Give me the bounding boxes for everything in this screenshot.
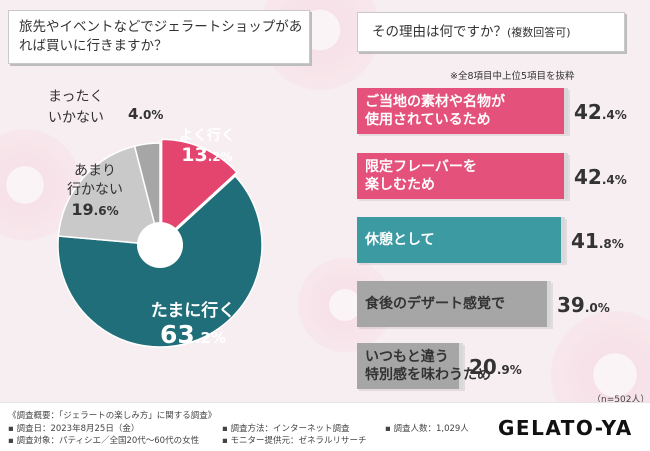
bar-value-int: 39 xyxy=(557,293,585,317)
bar-value-unit: % xyxy=(611,237,624,251)
pie-label-value: 63 xyxy=(160,320,195,349)
pie-label-unit: % xyxy=(106,204,119,218)
bar-value-decimal: .8 xyxy=(598,237,612,251)
pie-label-value: 4 xyxy=(128,105,139,123)
bar-value-int: 42 xyxy=(574,100,602,124)
pie-slice-amari xyxy=(57,145,161,246)
pie-label-decimal: .6 xyxy=(93,204,107,218)
survey-date: ▪ 調査日：2023年8月25日（金） xyxy=(8,424,140,434)
bar-label-line: 食後のデザート感覚で xyxy=(365,296,505,312)
bar-value-int: 42 xyxy=(574,165,602,189)
pie-label-name-2: いかない xyxy=(48,110,104,126)
bar-value-unit: % xyxy=(509,363,522,377)
pie-label-decimal: .2 xyxy=(194,329,211,347)
bar-label-line: 休憩として xyxy=(365,232,435,248)
bar-note: ※全8項目中上位5項目を抜粋 xyxy=(450,71,575,82)
bar-question-sub: (複数回答可) xyxy=(507,26,571,39)
bar-value: 41.8% xyxy=(571,229,624,253)
pie-slice-yoku xyxy=(160,138,238,244)
survey-title: 《調査概要：「ジェラートの楽しみ方」に関する調査》 xyxy=(8,411,217,421)
bar-value: 42.4% xyxy=(574,165,627,189)
bar-value-unit: % xyxy=(614,108,627,122)
bar-label-line: 限定フレーバーを xyxy=(365,159,477,175)
survey-target: ▪ 調査対象：パティシエ／全国20代～60代の女性 xyxy=(8,436,200,446)
bar-4: 食後のデザート感覚で xyxy=(357,281,551,327)
bar-value-decimal: .0 xyxy=(584,301,598,315)
bar-value-unit: % xyxy=(614,173,627,187)
pie-center-hole xyxy=(137,222,183,268)
bar-label-line: いつもと違う xyxy=(365,349,449,365)
survey-footer: 《調査概要：「ジェラートの楽しみ方」に関する調査》 ▪ 調査日：2023年8月2… xyxy=(0,402,650,451)
bar-label: 食後のデザート感覚で xyxy=(365,295,505,313)
bar-value-decimal: .4 xyxy=(601,108,615,122)
pie-label-amari: あまり 行かない 19.6% xyxy=(60,162,130,221)
pie-label-unit: % xyxy=(151,108,164,122)
bar-label-line: 楽しむため xyxy=(365,177,435,193)
survey-count: ▪ 調査人数：1,029人 xyxy=(385,424,469,434)
pie-label-name: よく行く xyxy=(179,128,235,144)
pie-label-unit: % xyxy=(210,329,226,347)
pie-question-box: 旅先やイベントなどでジェラートショップがあれば買いに行きますか？ xyxy=(8,10,310,64)
sample-size-note: （n=502人） xyxy=(592,395,650,405)
bar-2: 限定フレーバーを 楽しむため xyxy=(357,153,568,199)
bar-label-line: 使用されているため xyxy=(365,112,491,128)
bar-value-int: 41 xyxy=(571,229,599,253)
bar-label: 限定フレーバーを 楽しむため xyxy=(365,158,477,194)
bar-label: いつもと違う特別感を味わうため xyxy=(365,348,491,384)
bar-question-title: その理由は何ですか？(複数回答可) xyxy=(372,23,622,42)
gelato-ya-logo: GELATO-YA xyxy=(498,416,633,440)
pie-slice-mattaku xyxy=(133,142,161,246)
pie-label-name-1: あまり xyxy=(74,163,116,179)
bar-value-int: 20 xyxy=(469,355,497,379)
bar-value: 39.0% xyxy=(557,293,610,317)
bar-label: ご当地の素材や名物が 使用されているため xyxy=(365,93,505,129)
bar-label-line: ご当地の素材や名物が xyxy=(365,94,505,110)
pie-label-tamani: たまに行く 63.2% xyxy=(138,302,248,352)
pie-label-name-2: 行かない xyxy=(67,182,123,198)
bar-3: 休憩として xyxy=(357,217,565,263)
survey-provider: ▪ モニター提供元：ゼネラルリサーチ xyxy=(222,436,367,446)
bar-label-line: 特別感を味わうため xyxy=(365,367,491,383)
bar-value: 20.9% xyxy=(469,355,522,379)
pie-label-value: 13 xyxy=(181,144,208,166)
bar-question-main: その理由は何ですか？ xyxy=(372,24,507,40)
bar-value-decimal: .4 xyxy=(601,173,615,187)
pie-label-decimal: .0 xyxy=(138,108,152,122)
bar-label: 休憩として xyxy=(365,231,435,249)
bar-value-unit: % xyxy=(597,301,610,315)
pie-label-value: 19 xyxy=(71,200,94,219)
pie-label-unit: % xyxy=(220,150,233,164)
pie-label-mattaku: まったく いかない 4.0% xyxy=(48,88,188,128)
pie-label-name-1: まったく xyxy=(48,89,104,105)
bar-value: 42.4% xyxy=(574,100,627,124)
bar-1: ご当地の素材や名物が 使用されているため xyxy=(357,88,568,134)
pie-label-decimal: .2 xyxy=(207,150,221,164)
survey-method: ▪ 調査方法：インターネット調査 xyxy=(222,424,350,434)
bar-value-decimal: .9 xyxy=(496,363,510,377)
pie-label-yoku: よく行く 13.2% xyxy=(172,127,242,167)
bar-question-box: その理由は何ですか？(複数回答可) xyxy=(357,12,625,52)
bar-5: いつもと違う特別感を味わうため xyxy=(357,343,491,389)
pie-label-name: たまに行く xyxy=(150,301,236,321)
pie-question-title: 旅先やイベントなどでジェラートショップがあれば買いに行きますか？ xyxy=(19,19,303,54)
